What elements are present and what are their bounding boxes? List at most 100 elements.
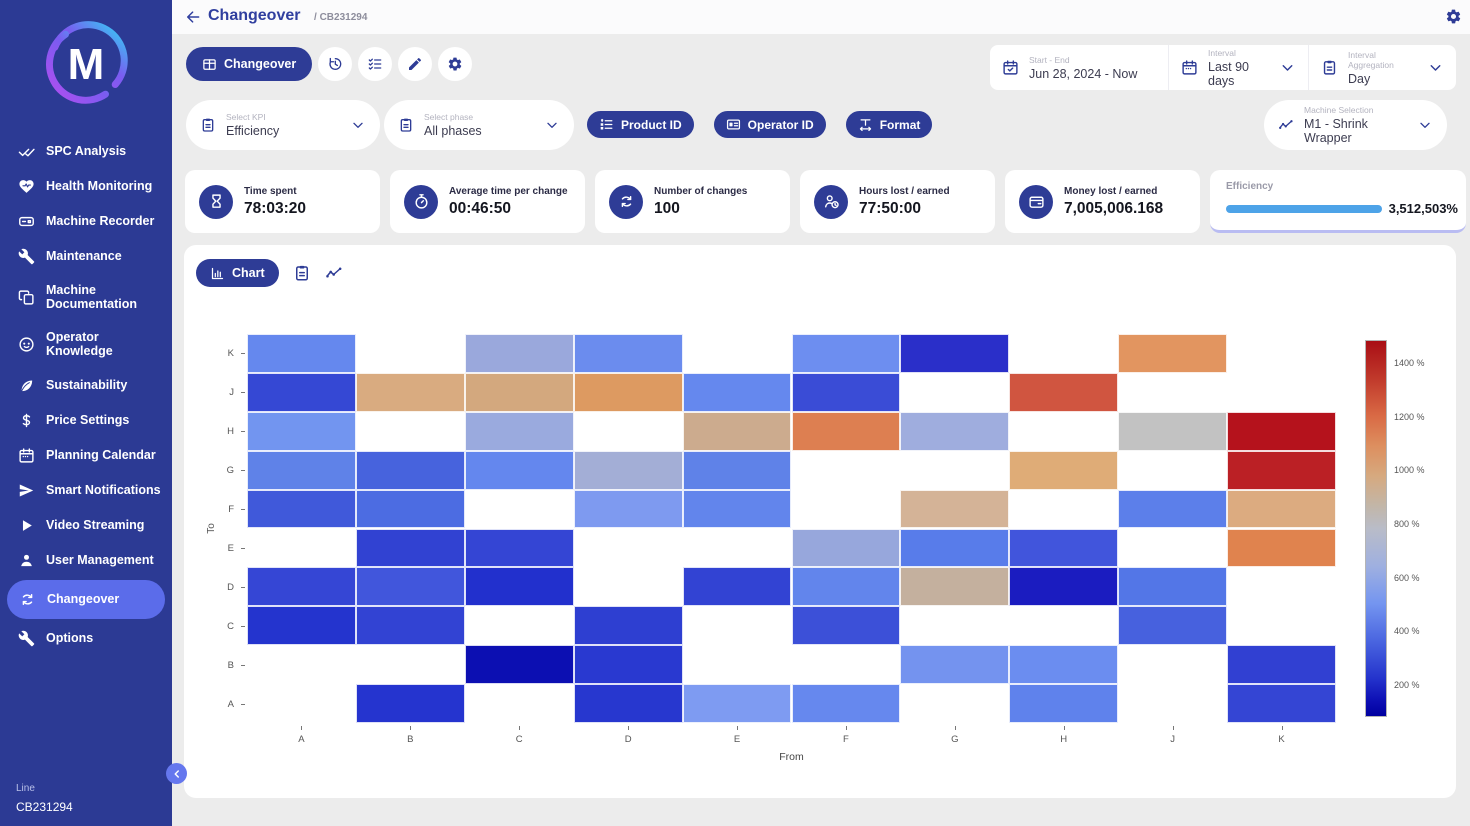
heatmap-cell-G-F[interactable] — [900, 489, 1010, 529]
sidebar-item-options[interactable]: Options — [0, 621, 172, 656]
line-view-button[interactable] — [325, 264, 343, 282]
checklist-button[interactable] — [358, 47, 393, 81]
heatmap-cell-A-H[interactable] — [247, 411, 356, 451]
pen-button[interactable] — [398, 47, 433, 81]
sidebar-collapse-button[interactable] — [166, 763, 187, 784]
kpi-card-efficiency[interactable]: Efficiency 3,512,503% — [1210, 170, 1466, 233]
heatmap-cell-G-D[interactable] — [900, 567, 1010, 607]
heatmap-cell-E-D[interactable] — [682, 567, 792, 607]
heatmap-cell-J-F[interactable] — [1118, 489, 1228, 529]
heatmap-cell-F-J[interactable] — [791, 372, 901, 412]
heatmap-cell-J-K[interactable] — [1118, 334, 1228, 373]
heatmap-cell-K-H[interactable] — [1227, 411, 1336, 451]
heatmap-cell-A-J[interactable] — [247, 372, 356, 412]
kpi-select[interactable]: Select KPI Efficiency — [186, 100, 380, 150]
heatmap-cell-K-A[interactable] — [1227, 684, 1336, 723]
heatmap-cell-D-C[interactable] — [573, 606, 683, 646]
heatmap-cell-G-E[interactable] — [900, 528, 1010, 568]
format-button[interactable]: Format — [845, 111, 933, 138]
heatmap-cell-F-D[interactable] — [791, 567, 901, 607]
sidebar-item-price-settings[interactable]: Price Settings — [0, 403, 172, 438]
heatmap-cell-E-F[interactable] — [682, 489, 792, 529]
heatmap-cell-B-F[interactable] — [355, 489, 465, 529]
heatmap-cell-C-J[interactable] — [464, 372, 574, 412]
kpi-card-average-time-per-change[interactable]: Average time per change 00:46:50 — [390, 170, 585, 233]
heatmap-cell-B-J[interactable] — [355, 372, 465, 412]
heatmap-cell-G-K[interactable] — [900, 334, 1010, 373]
table-view-button[interactable] — [293, 264, 311, 282]
heatmap-cell-H-J[interactable] — [1009, 372, 1119, 412]
product-id-button[interactable]: Product ID — [587, 111, 694, 138]
settings-button[interactable] — [1445, 8, 1462, 25]
heatmap-cell-F-E[interactable] — [791, 528, 901, 568]
heatmap-cell-E-A[interactable] — [682, 684, 792, 723]
sidebar-item-user-management[interactable]: User Management — [0, 543, 172, 578]
interval-select[interactable]: Interval Last 90 days — [1168, 45, 1308, 90]
machine-select[interactable]: Machine Selection M1 - Shrink Wrapper — [1264, 100, 1447, 150]
heatmap-cell-K-B[interactable] — [1227, 645, 1336, 685]
date-range-control[interactable]: Start - End Jun 28, 2024 - Now — [990, 45, 1168, 90]
heatmap-cell-H-E[interactable] — [1009, 528, 1119, 568]
heatmap-cell-F-C[interactable] — [791, 606, 901, 646]
heatmap-cell-C-B[interactable] — [464, 645, 574, 685]
heatmap-cell-K-E[interactable] — [1227, 528, 1336, 568]
kpi-card-money-lost-earned[interactable]: Money lost / earned 7,005,006.168 — [1005, 170, 1200, 233]
heatmap-cell-A-G[interactable] — [247, 450, 356, 490]
heatmap-cell-B-G[interactable] — [355, 450, 465, 490]
sidebar-item-video-streaming[interactable]: Video Streaming — [0, 508, 172, 543]
heatmap-cell-F-H[interactable] — [791, 411, 901, 451]
heatmap-cell-B-E[interactable] — [355, 528, 465, 568]
heatmap-cell-D-F[interactable] — [573, 489, 683, 529]
heatmap-cell-C-D[interactable] — [464, 567, 574, 607]
heatmap-cell-B-D[interactable] — [355, 567, 465, 607]
heatmap-cell-C-E[interactable] — [464, 528, 574, 568]
heatmap-cell-A-C[interactable] — [247, 606, 356, 646]
history-button[interactable] — [318, 47, 353, 81]
heatmap-cell-B-A[interactable] — [355, 684, 465, 723]
heatmap-cell-G-H[interactable] — [900, 411, 1010, 451]
heatmap-cell-K-F[interactable] — [1227, 489, 1336, 529]
heatmap-cell-E-H[interactable] — [682, 411, 792, 451]
sidebar-item-smart-notifications[interactable]: Smart Notifications — [0, 473, 172, 508]
heatmap-cell-D-B[interactable] — [573, 645, 683, 685]
sidebar-item-sustainability[interactable]: Sustainability — [0, 368, 172, 403]
chart-view-button[interactable]: Chart — [196, 259, 279, 287]
changeover-view-button[interactable]: Changeover — [186, 47, 313, 81]
heatmap-cell-H-G[interactable] — [1009, 450, 1119, 490]
heatmap-cell-D-K[interactable] — [573, 334, 683, 373]
heatmap-cell-H-A[interactable] — [1009, 684, 1119, 723]
kpi-card-time-spent[interactable]: Time spent 78:03:20 — [185, 170, 380, 233]
sidebar-item-planning-calendar[interactable]: Planning Calendar — [0, 438, 172, 473]
gear-button[interactable] — [438, 47, 473, 81]
heatmap-cell-H-B[interactable] — [1009, 645, 1119, 685]
heatmap-cell-D-A[interactable] — [573, 684, 683, 723]
heatmap-cell-C-G[interactable] — [464, 450, 574, 490]
sidebar-item-machine-documentation[interactable]: Machine Documentation — [0, 274, 172, 321]
sidebar-item-operator-knowledge[interactable]: Operator Knowledge — [0, 321, 172, 368]
heatmap-cell-J-C[interactable] — [1118, 606, 1228, 646]
sidebar-item-spc-analysis[interactable]: SPC Analysis — [0, 134, 172, 169]
heatmap-cell-A-D[interactable] — [247, 567, 356, 607]
heatmap-cell-K-G[interactable] — [1227, 450, 1336, 490]
heatmap-cell-G-B[interactable] — [900, 645, 1010, 685]
aggregation-select[interactable]: Interval Aggregation Day — [1308, 45, 1456, 90]
kpi-card-hours-lost-earned[interactable]: Hours lost / earned 77:50:00 — [800, 170, 995, 233]
sidebar-item-changeover[interactable]: Changeover — [7, 579, 165, 619]
heatmap-cell-F-A[interactable] — [791, 684, 901, 723]
heatmap-cell-C-K[interactable] — [464, 334, 574, 373]
heatmap-cell-D-J[interactable] — [573, 372, 683, 412]
heatmap-cell-A-F[interactable] — [247, 489, 356, 529]
sidebar-item-machine-recorder[interactable]: Machine Recorder — [0, 204, 172, 239]
heatmap-cell-F-K[interactable] — [791, 334, 901, 373]
phase-select[interactable]: Select phase All phases — [384, 100, 574, 150]
heatmap-cell-B-C[interactable] — [355, 606, 465, 646]
heatmap-cell-H-D[interactable] — [1009, 567, 1119, 607]
heatmap-cell-C-H[interactable] — [464, 411, 574, 451]
operator-id-button[interactable]: Operator ID — [713, 111, 826, 138]
sidebar-item-maintenance[interactable]: Maintenance — [0, 239, 172, 274]
heatmap-cell-J-H[interactable] — [1118, 411, 1228, 451]
sidebar-item-health-monitoring[interactable]: Health Monitoring — [0, 169, 172, 204]
kpi-card-number-of-changes[interactable]: Number of changes 100 — [595, 170, 790, 233]
heatmap-cell-E-G[interactable] — [682, 450, 792, 490]
heatmap-cell-D-G[interactable] — [573, 450, 683, 490]
